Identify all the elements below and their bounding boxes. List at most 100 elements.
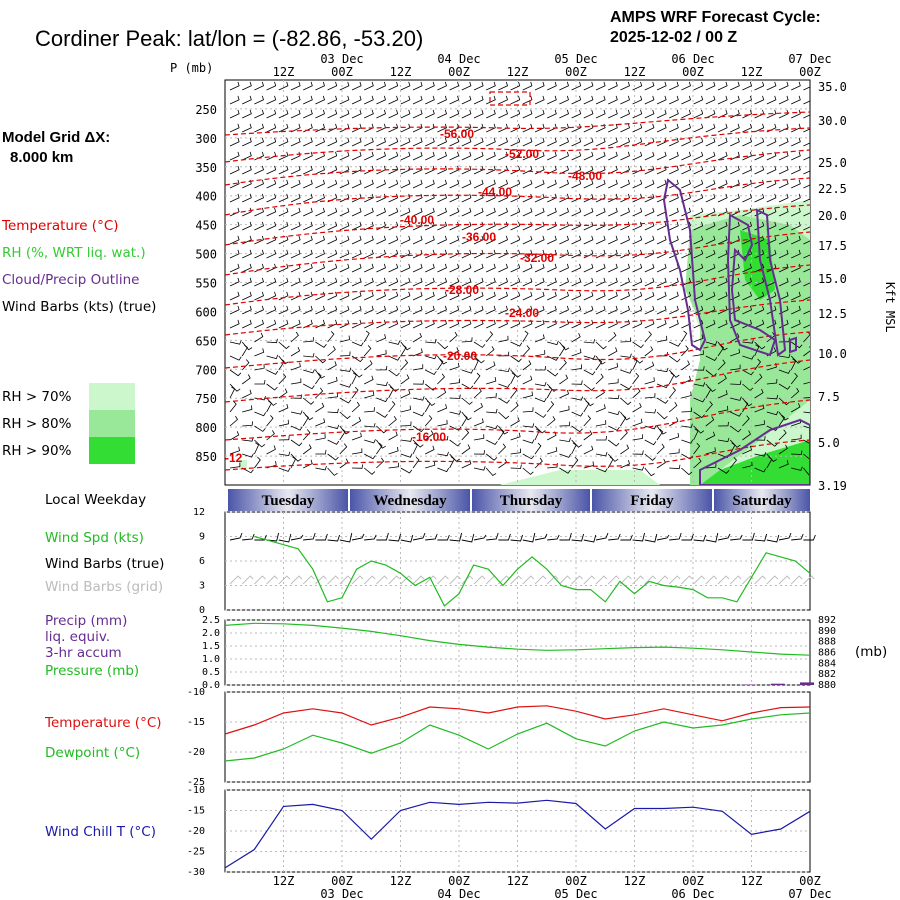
wind-barb xyxy=(791,137,801,147)
wind-barb xyxy=(303,383,315,390)
wind-true-barb xyxy=(754,533,768,542)
wind-grid-barb xyxy=(290,575,303,585)
wind-barb xyxy=(278,341,290,350)
wind-barb xyxy=(571,425,583,433)
wind-barb xyxy=(730,123,740,133)
wind-barb xyxy=(595,109,606,119)
wind-barb xyxy=(254,249,264,259)
wind-barb xyxy=(473,466,486,471)
wind-barb xyxy=(742,221,752,231)
wind-barb xyxy=(498,411,510,420)
wind-barb xyxy=(498,291,508,301)
wind-barb xyxy=(644,109,655,119)
wind-barb xyxy=(620,305,630,315)
weekday-band xyxy=(228,489,348,511)
wind-barb xyxy=(254,137,264,147)
wind-barb xyxy=(486,193,496,203)
wind-barb xyxy=(327,345,336,357)
wind-barb xyxy=(754,467,767,473)
wind-barb xyxy=(693,397,706,403)
wind-barb xyxy=(242,221,252,231)
wind-barb xyxy=(364,453,376,460)
wind-barb xyxy=(303,137,313,147)
height-tick: 20.0 xyxy=(818,209,847,223)
wind-barb xyxy=(425,445,435,455)
wind-barb xyxy=(290,235,301,245)
wind-barb xyxy=(522,235,533,245)
wind-barb xyxy=(778,95,789,105)
wind-barb xyxy=(266,397,277,406)
wind-barb xyxy=(534,319,545,329)
wind-barb xyxy=(242,137,252,147)
wind-grid-barb xyxy=(229,575,242,585)
wind-barb xyxy=(522,95,533,105)
wind-barb xyxy=(730,193,740,203)
wind-barb xyxy=(278,179,289,189)
wind-barb xyxy=(803,212,810,217)
wind-barb xyxy=(571,364,582,371)
wind-barb xyxy=(327,424,340,430)
legend-pressure: Pressure (mb) xyxy=(45,663,139,679)
wind-barb xyxy=(461,151,472,161)
wind-barb xyxy=(791,466,803,471)
wind-speed-series xyxy=(254,535,811,607)
wind-barb xyxy=(742,263,752,273)
wind-barb xyxy=(693,249,704,259)
wind-barb xyxy=(766,207,777,217)
wind-barb xyxy=(363,330,370,343)
wind-barb xyxy=(486,95,496,105)
wind-barb xyxy=(705,109,716,119)
wind-barb xyxy=(656,235,667,245)
wind-barb xyxy=(559,179,569,189)
windchill-ticks: -10-15-20-25-30 xyxy=(187,785,205,878)
wind-barb xyxy=(437,109,447,119)
wind-barb xyxy=(693,109,704,119)
wind-barb xyxy=(705,193,716,203)
wind-grid-barb xyxy=(754,575,766,585)
top-date-tick: 06 Dec xyxy=(671,52,714,66)
wind-barb xyxy=(461,277,472,287)
wind-barb xyxy=(351,277,362,287)
wind-barb xyxy=(461,383,474,390)
wind-barb xyxy=(754,388,764,399)
wind-barb xyxy=(229,415,239,427)
wind-barb xyxy=(290,410,303,415)
wind-barb xyxy=(534,221,545,231)
wind-barb xyxy=(229,123,240,133)
wind-barb xyxy=(449,425,462,431)
wind-barb xyxy=(559,389,569,399)
wind-true-barb xyxy=(669,532,682,541)
wind-barb xyxy=(412,348,423,357)
wind-true-barb xyxy=(717,533,731,541)
wind-barb xyxy=(351,464,364,469)
wind-barb xyxy=(766,193,777,203)
wind-barb xyxy=(693,137,704,147)
wind-barb xyxy=(791,165,801,175)
legend-wind-barbs: Wind Barbs (kts) (true) xyxy=(2,299,156,315)
wind-barb xyxy=(656,367,669,373)
pressure-ytick: 884 xyxy=(818,658,836,669)
wind-barb xyxy=(486,165,496,175)
wind-barb xyxy=(717,405,729,413)
wind-barb xyxy=(266,445,276,455)
wind-barb xyxy=(546,386,553,399)
wind-barb xyxy=(254,291,264,301)
wind-barb xyxy=(693,291,704,301)
wind-barb xyxy=(473,179,484,189)
wind-barb xyxy=(791,109,801,119)
wind-barb xyxy=(705,291,716,301)
wind-barb xyxy=(242,249,252,259)
wind-barb xyxy=(705,401,713,413)
wind-barb xyxy=(669,179,679,189)
windchill-series xyxy=(224,799,811,869)
wind-barb xyxy=(693,151,704,161)
wind-barb xyxy=(339,263,350,273)
temperature-line xyxy=(224,705,811,735)
wind-barb xyxy=(681,207,691,217)
wind-barb xyxy=(351,341,364,347)
wind-barb xyxy=(644,249,655,259)
wind-barb xyxy=(559,341,570,351)
wind-barb xyxy=(400,359,409,371)
wind-barb xyxy=(778,414,786,427)
wind-barb xyxy=(315,449,327,455)
